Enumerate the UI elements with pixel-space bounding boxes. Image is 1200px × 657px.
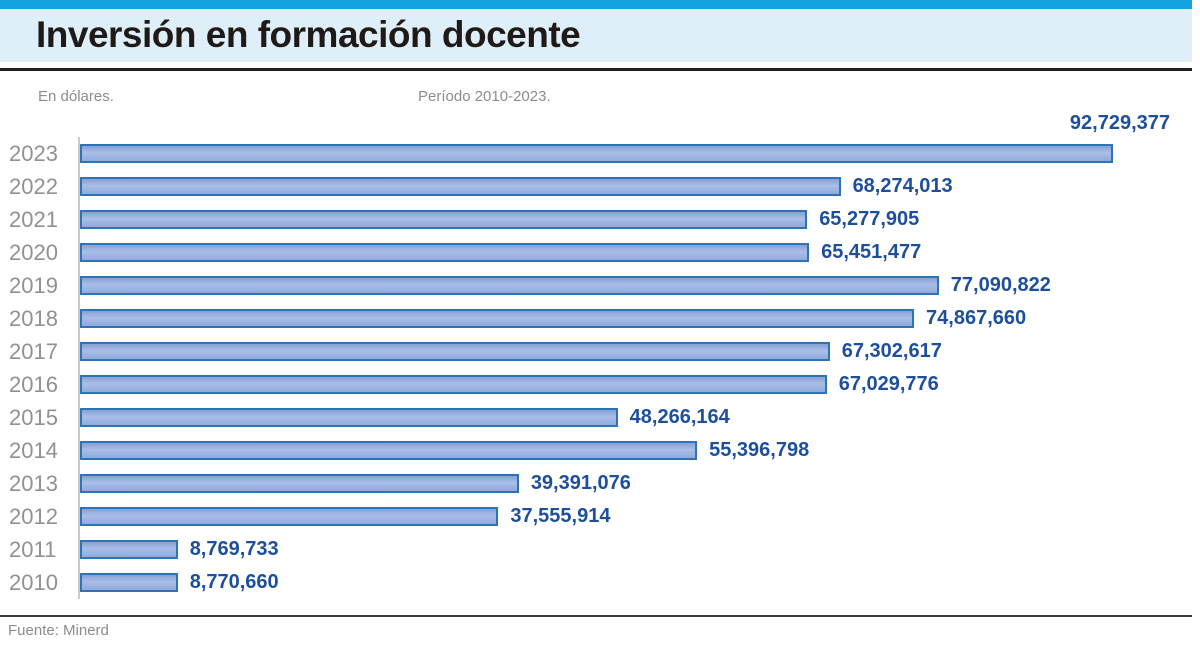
value-label: 55,396,798 <box>709 439 810 461</box>
bar-track: 67,029,776 <box>78 368 1113 401</box>
year-label: 2020 <box>9 239 58 265</box>
bar-track: 92,729,377 <box>78 112 1170 170</box>
bar-track: 55,396,798 <box>78 434 1113 467</box>
bar-2019 <box>80 276 939 295</box>
bar-track: 39,391,076 <box>78 467 1113 500</box>
bar-track: 68,274,013 <box>78 170 1113 203</box>
chart-row-2012: 2012 37,555,914 <box>0 500 1200 533</box>
year-label: 2018 <box>9 305 58 331</box>
bar-2014 <box>80 441 698 460</box>
source-note: Fuente: Minerd <box>8 622 109 639</box>
bar-2016 <box>80 375 827 394</box>
year-label: 2022 <box>9 173 58 199</box>
header-band <box>0 9 1192 62</box>
top-accent-strip <box>0 0 1192 9</box>
year-label: 2010 <box>9 569 58 595</box>
bar-track: 65,451,477 <box>78 236 1113 269</box>
bar-track: 77,090,822 <box>78 269 1113 302</box>
year-label: 2014 <box>9 437 58 463</box>
bar-chart: 2023 92,729,377 2022 68,274,013 2021 65,277,9… <box>0 112 1200 599</box>
footer-divider <box>0 615 1192 617</box>
bar-2010 <box>80 573 178 592</box>
value-label: 48,266,164 <box>629 406 730 428</box>
bar-2021 <box>80 210 808 229</box>
bar-track: 8,770,660 <box>78 566 1113 599</box>
year-label: 2017 <box>9 338 58 364</box>
bar-2018 <box>80 309 915 328</box>
bar-2013 <box>80 474 519 493</box>
chart-row-2018: 2018 74,867,660 <box>0 302 1200 335</box>
chart-row-2011: 2011 8,769,733 <box>0 533 1200 566</box>
value-label: 68,274,013 <box>852 175 953 197</box>
value-label: 77,090,822 <box>950 274 1051 296</box>
chart-row-2014: 2014 55,396,798 <box>0 434 1200 467</box>
page-title: Inversión en formación docente <box>36 14 581 55</box>
bar-track: 74,867,660 <box>78 302 1113 335</box>
year-label: 2021 <box>9 206 58 232</box>
chart-row-2022: 2022 68,274,013 <box>0 170 1200 203</box>
bar-2012 <box>80 507 499 526</box>
bar-2015 <box>80 408 618 427</box>
bar-track: 37,555,914 <box>78 500 1113 533</box>
bar-2022 <box>80 177 841 196</box>
year-label: 2013 <box>9 470 58 496</box>
year-label: 2011 <box>9 536 57 562</box>
header-divider <box>0 68 1192 71</box>
year-label: 2019 <box>9 272 58 298</box>
chart-row-2021: 2021 65,277,905 <box>0 203 1200 236</box>
bar-track: 48,266,164 <box>78 401 1113 434</box>
value-label: 65,277,905 <box>819 208 920 230</box>
bar-2011 <box>80 540 178 559</box>
year-label: 2023 <box>9 140 58 166</box>
period-note: Período 2010-2023. <box>418 88 551 105</box>
value-label: 37,555,914 <box>510 505 611 527</box>
chart-row-2019: 2019 77,090,822 <box>0 269 1200 302</box>
value-label: 8,769,733 <box>189 538 279 560</box>
chart-row-2017: 2017 67,302,617 <box>0 335 1200 368</box>
value-label: 74,867,660 <box>926 307 1027 329</box>
bar-track: 8,769,733 <box>78 533 1113 566</box>
bar-2023 <box>80 144 1113 163</box>
chart-row-2016: 2016 67,029,776 <box>0 368 1200 401</box>
bar-track: 65,277,905 <box>78 203 1113 236</box>
value-label: 39,391,076 <box>530 472 631 494</box>
value-label: 8,770,660 <box>189 571 279 593</box>
value-label: 67,302,617 <box>841 340 942 362</box>
chart-row-2010: 2010 8,770,660 <box>0 566 1200 599</box>
bar-track: 67,302,617 <box>78 335 1113 368</box>
value-label: 92,729,377 <box>1069 112 1170 134</box>
bar-2020 <box>80 243 810 262</box>
bar-2017 <box>80 342 830 361</box>
chart-row-2020: 2020 65,451,477 <box>0 236 1200 269</box>
chart-row-2015: 2015 48,266,164 <box>0 401 1200 434</box>
value-label: 67,029,776 <box>838 373 939 395</box>
year-label: 2016 <box>9 371 58 397</box>
chart-row-2023: 2023 92,729,377 <box>0 112 1200 170</box>
chart-row-2013: 2013 39,391,076 <box>0 467 1200 500</box>
year-label: 2015 <box>9 404 58 430</box>
unit-note: En dólares. <box>38 88 114 105</box>
year-label: 2012 <box>9 503 58 529</box>
value-label: 65,451,477 <box>821 241 922 263</box>
